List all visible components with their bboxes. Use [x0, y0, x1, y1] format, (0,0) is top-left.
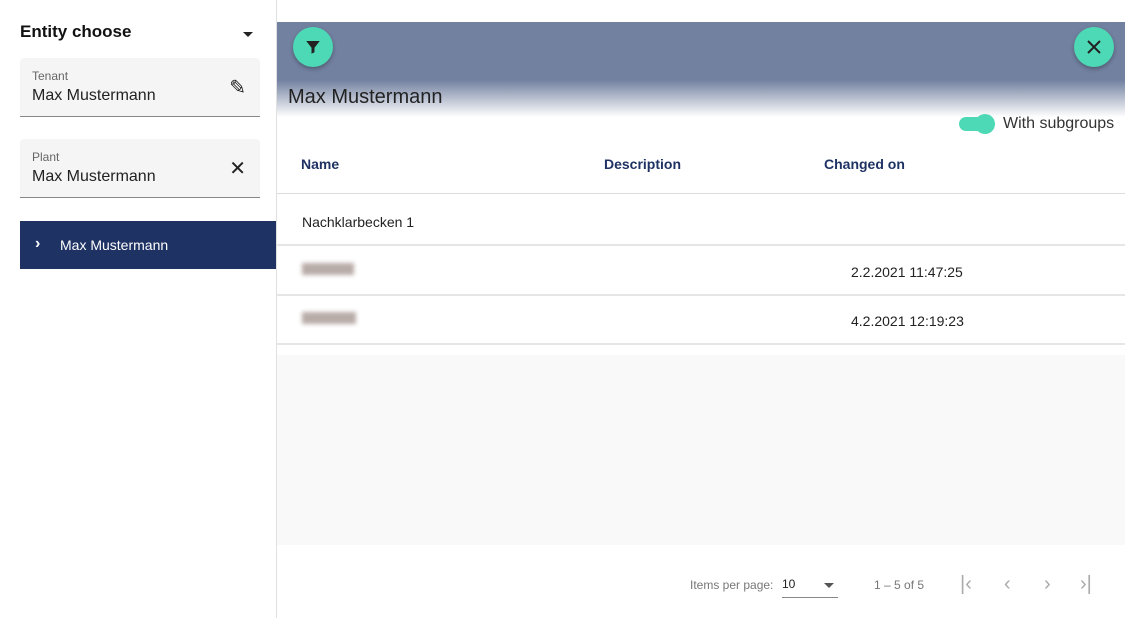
subgroups-toggle[interactable]	[959, 114, 995, 134]
empty-area	[277, 355, 1125, 545]
column-header-changed-on[interactable]: Changed on	[824, 156, 905, 172]
close-button[interactable]	[1074, 27, 1114, 67]
previous-page-icon[interactable]: ‹	[1004, 573, 1011, 595]
sidebar: Entity choose Tenant Max Mustermann ✎ Pl…	[0, 0, 277, 618]
table-row[interactable]: Nachklarbecken 1	[277, 197, 1125, 246]
tree-item-label: Max Mustermann	[60, 237, 169, 253]
plant-label: Plant	[32, 150, 60, 164]
page-range: 1 – 5 of 5	[874, 578, 925, 592]
blurred-name	[302, 312, 356, 324]
table-row[interactable]: 4.2.2021 12:19:23	[277, 296, 1125, 345]
close-icon[interactable]: ✕	[229, 158, 246, 180]
tree-item[interactable]: › Max Mustermann	[20, 221, 276, 269]
row-name: Nachklarbecken 1	[302, 214, 415, 230]
tenant-label: Tenant	[32, 69, 69, 83]
header-title: Max Mustermann	[288, 86, 443, 108]
caret-down-icon	[824, 583, 834, 588]
tenant-value: Max Mustermann	[32, 87, 156, 104]
filter-icon	[306, 41, 320, 54]
header	[277, 22, 1125, 132]
last-page-icon[interactable]: ›|	[1080, 573, 1092, 595]
next-page-icon[interactable]: ›	[1044, 573, 1051, 595]
tenant-field[interactable]: Tenant Max Mustermann ✎	[20, 58, 260, 117]
items-per-page-label: Items per page:	[690, 578, 774, 592]
chevron-right-icon[interactable]: ›	[35, 235, 41, 252]
filter-button[interactable]	[293, 27, 333, 67]
caret-down-icon[interactable]	[243, 32, 253, 37]
page-size-select[interactable]: 10	[782, 577, 838, 598]
subgroups-label: With subgroups	[1003, 115, 1115, 132]
row-changed: 2.2.2021 11:47:25	[851, 264, 963, 280]
row-changed: 4.2.2021 12:19:23	[851, 313, 964, 329]
table-row[interactable]: 2.2.2021 11:47:25	[277, 247, 1125, 296]
page-size-value: 10	[782, 577, 796, 591]
first-page-icon[interactable]: |‹	[960, 573, 972, 595]
plant-value: Max Mustermann	[32, 168, 156, 185]
column-header-name[interactable]: Name	[301, 156, 340, 172]
plant-field[interactable]: Plant Max Mustermann ✕	[20, 139, 260, 198]
close-icon	[1087, 40, 1101, 54]
entity-choose-title[interactable]: Entity choose	[20, 22, 132, 41]
column-header-description[interactable]: Description	[604, 156, 682, 172]
main-panel: Max Mustermann With subgroups Name Descr…	[277, 22, 1125, 618]
blurred-name	[302, 263, 354, 275]
pencil-icon[interactable]: ✎	[229, 77, 246, 99]
